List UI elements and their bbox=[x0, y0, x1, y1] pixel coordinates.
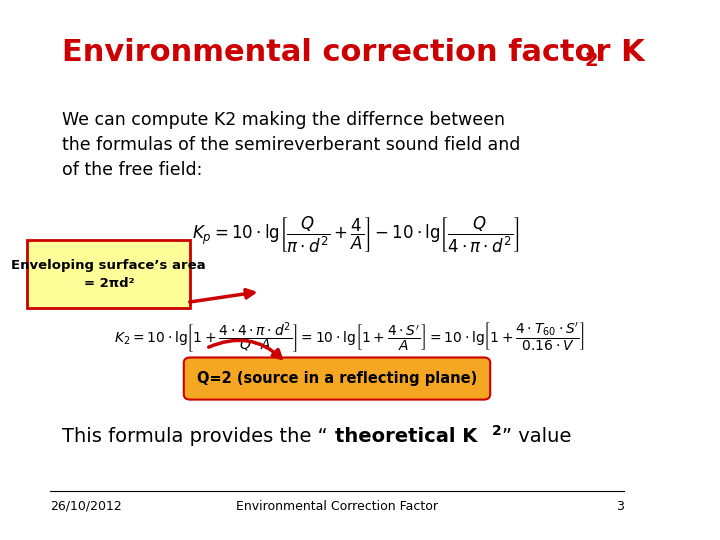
Text: 2: 2 bbox=[584, 51, 598, 70]
Text: $K_2 = 10 \cdot \lg\!\left[1 + \dfrac{4 \cdot 4 \cdot \pi \cdot d^2}{Q \cdot A}\: $K_2 = 10 \cdot \lg\!\left[1 + \dfrac{4 … bbox=[114, 321, 585, 354]
Text: Q=2 (source in a reflecting plane): Q=2 (source in a reflecting plane) bbox=[197, 371, 477, 386]
Text: Environmental Correction Factor: Environmental Correction Factor bbox=[236, 500, 438, 512]
Text: $K_p = 10 \cdot \lg\!\left[\dfrac{Q}{\pi \cdot d^2} + \dfrac{4}{A}\right] - 10 \: $K_p = 10 \cdot \lg\!\left[\dfrac{Q}{\pi… bbox=[192, 215, 520, 255]
FancyBboxPatch shape bbox=[184, 357, 490, 400]
Text: Enveloping surface’s area
= 2πd²: Enveloping surface’s area = 2πd² bbox=[12, 259, 206, 289]
Text: This formula provides the “: This formula provides the “ bbox=[63, 427, 328, 446]
FancyBboxPatch shape bbox=[27, 240, 190, 308]
Text: Environmental correction factor K: Environmental correction factor K bbox=[63, 38, 645, 67]
Text: 3: 3 bbox=[616, 500, 624, 512]
Text: 26/10/2012: 26/10/2012 bbox=[50, 500, 122, 512]
Text: ” value: ” value bbox=[502, 427, 571, 446]
Text: We can compute K2 making the differnce between
the formulas of the semireverbera: We can compute K2 making the differnce b… bbox=[63, 111, 521, 179]
Text: theoretical K: theoretical K bbox=[335, 427, 477, 446]
Text: 2: 2 bbox=[492, 424, 501, 438]
